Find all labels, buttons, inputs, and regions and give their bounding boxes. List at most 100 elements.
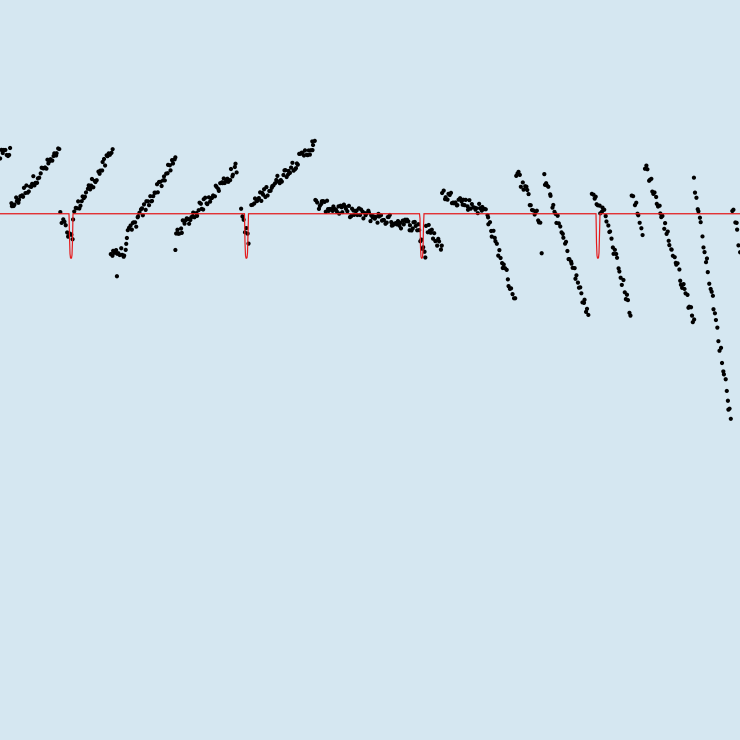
data-point [170,161,176,166]
data-point [561,235,566,240]
data-point [525,187,530,193]
data-point [208,199,213,204]
data-point [565,248,570,254]
data-point [307,152,312,157]
data-point [582,297,587,302]
data-point [295,162,300,167]
data-point [173,155,178,160]
data-point [288,165,294,170]
data-point [586,312,591,318]
data-point [692,190,698,195]
data-point [149,198,155,204]
data-point [406,219,411,224]
data-point [368,218,373,224]
data-point [539,251,544,256]
data-point [649,176,654,181]
data-point [134,224,139,229]
data-point [122,253,127,258]
data-point [279,179,284,184]
data-point [618,275,623,280]
data-point [528,203,533,208]
data-point [265,193,270,198]
data-point [398,226,404,231]
data-point [361,216,366,221]
data-point [602,207,607,212]
data-point [662,226,667,231]
data-point [657,203,662,208]
data-point [384,220,389,225]
data-point [54,151,59,156]
data-point [546,184,551,189]
data-point [31,174,36,179]
data-point [504,267,509,272]
data-point [146,203,152,208]
data-point [702,250,707,255]
data-point [179,226,184,231]
data-point [290,160,295,165]
data-point [345,209,350,214]
data-point [194,213,200,218]
data-point [212,194,218,199]
data-point [513,296,518,301]
data-point [179,230,184,235]
data-point [167,163,172,168]
data-point [232,164,237,170]
data-point [389,219,394,225]
data-point [426,222,431,228]
data-point [497,248,502,253]
data-point [439,243,444,248]
data-point [173,247,178,253]
data-point [445,197,450,202]
data-point [510,292,515,297]
data-point [58,209,63,215]
data-point [114,248,119,253]
data-point [275,173,280,178]
data-point [556,221,561,226]
data-point [91,185,96,190]
data-point [429,227,434,232]
data-point [203,195,208,200]
data-point [110,147,115,152]
data-point [625,297,631,303]
data-point [423,255,428,260]
data-point [26,189,31,194]
data-point [696,209,701,214]
data-point [716,339,721,344]
data-point [501,262,506,267]
data-point [228,178,233,183]
data-point [141,202,147,207]
data-point [114,274,120,279]
data-point [678,278,683,283]
data-point [412,219,417,225]
data-point [534,208,539,213]
data-point [124,235,129,241]
data-point [159,183,164,189]
data-point [310,139,315,144]
data-point [256,196,261,201]
data-point [50,158,55,163]
data-point [665,229,670,234]
data-point [401,222,406,227]
data-point [63,223,68,228]
data-point [619,282,624,288]
data-point [538,220,543,225]
data-point [324,198,330,203]
data-point [688,305,694,310]
data-point [12,202,17,207]
data-point [609,236,614,241]
data-point [654,194,659,200]
data-point [62,219,67,224]
data-point [264,185,269,190]
data-point [704,256,710,261]
data-point [44,166,49,171]
data-point [614,251,619,257]
data-point [705,270,710,275]
data-point [640,232,645,238]
data-point [631,194,636,199]
data-point [505,277,510,282]
data-point [703,260,709,265]
data-point [310,142,316,148]
model-line [0,213,740,259]
